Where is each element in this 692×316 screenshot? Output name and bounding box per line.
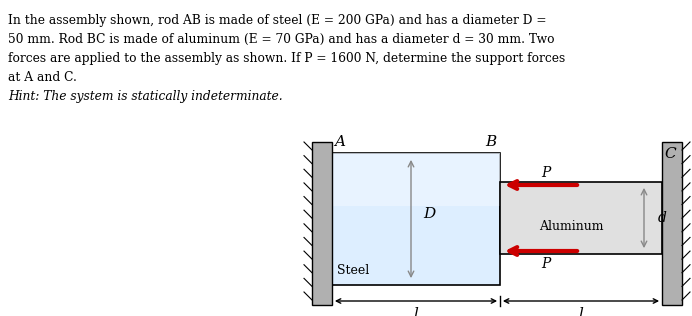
Text: Aluminum: Aluminum [539,220,603,233]
Bar [332,153,500,285]
Text: Hint: The system is statically indeterminate.: Hint: The system is statically indetermi… [8,90,282,103]
Text: Steel: Steel [337,264,370,277]
Text: at A and C.: at A and C. [8,71,77,84]
Text: forces are applied to the assembly as shown. If P = 1600 N, determine the suppor: forces are applied to the assembly as sh… [8,52,565,65]
Text: In the assembly shown, rod AB is made of steel (E = 200 GPa) and has a diameter : In the assembly shown, rod AB is made of… [8,14,547,27]
Bar [312,142,332,305]
Text: C: C [664,147,675,161]
Text: P: P [541,166,551,180]
Text: P: P [541,257,551,271]
Text: 50 mm. Rod BC is made of aluminum (E = 70 GPa) and has a diameter d = 30 mm. Two: 50 mm. Rod BC is made of aluminum (E = 7… [8,33,554,46]
Bar [332,153,500,206]
Bar [662,142,682,305]
Text: B: B [485,135,496,149]
Text: D: D [423,207,435,221]
Text: l: l [579,307,583,316]
Text: d: d [658,211,667,225]
Bar [500,182,662,254]
Text: l: l [414,307,419,316]
Text: A: A [334,135,345,149]
